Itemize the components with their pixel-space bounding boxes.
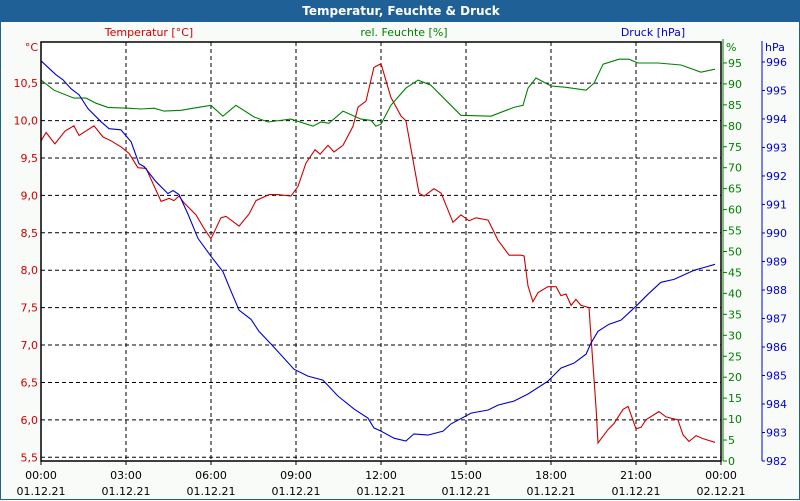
temperature-tick-label: 8,0 [21, 264, 39, 277]
x-tick-label-time: 18:00 [535, 469, 567, 482]
plot-border [40, 41, 722, 462]
pressure-tick-label: 994 [766, 113, 787, 126]
humidity-tick-label: 75 [728, 141, 742, 154]
temperature-tick-label: 10,5 [14, 77, 39, 90]
plot-area [41, 42, 721, 461]
temperature-tick-label: 5,5 [21, 451, 39, 464]
x-tick-label-date: 01.12.21 [17, 485, 66, 498]
legend-pressure: Druck [hPa] [621, 26, 685, 39]
pressure-tick-label: 990 [766, 227, 787, 240]
x-tick-label-date: 01.12.21 [102, 485, 151, 498]
pressure-tick-label: 988 [766, 284, 787, 297]
humidity-tick-label: 95 [728, 57, 742, 70]
pressure-tick-label: 982 [766, 455, 787, 468]
series-line-temperature [40, 62, 716, 445]
x-tick-label-time: 00:00 [705, 469, 737, 482]
temperature-tick-label: 8,5 [21, 227, 39, 240]
pressure-tick-label: 989 [766, 255, 787, 268]
x-tick-label-date: 01.12.21 [442, 485, 491, 498]
pressure-tick-label: 996 [766, 56, 787, 69]
humidity-tick-label: 0 [728, 455, 735, 468]
x-tick-label-date: 01.12.21 [527, 485, 576, 498]
humidity-tick-label: 85 [728, 99, 742, 112]
humidity-tick-label: 55 [728, 225, 742, 238]
temperature-unit-label: °C [25, 41, 39, 54]
humidity-tick-label: 80 [728, 120, 742, 133]
x-tick-label-date: 02.12.21 [697, 485, 746, 498]
humidity-tick-label: 10 [728, 413, 742, 426]
pressure-tick-label: 991 [766, 198, 787, 211]
x-tick-label-time: 21:00 [620, 469, 652, 482]
humidity-unit-label: % [726, 41, 736, 54]
humidity-tick-label: 40 [728, 287, 742, 300]
humidity-tick-label: 5 [728, 434, 735, 447]
humidity-tick-label: 30 [728, 329, 742, 342]
humidity-tick-label: 25 [728, 350, 742, 363]
pressure-unit-label: hPa [765, 41, 785, 54]
x-tick-label-time: 12:00 [365, 469, 397, 482]
temperature-tick-label: 9,5 [21, 152, 39, 165]
legend-temperature: Temperatur [°C] [104, 26, 193, 39]
humidity-tick-label: 90 [728, 78, 742, 91]
x-tick-label-date: 01.12.21 [612, 485, 661, 498]
pressure-tick-label: 984 [766, 398, 787, 411]
x-tick-label-time: 00:00 [25, 469, 57, 482]
x-tick-label-date: 01.12.21 [187, 485, 236, 498]
series-line-pressure [40, 60, 716, 442]
pressure-tick-label: 987 [766, 312, 787, 325]
pressure-tick-label: 995 [766, 84, 787, 97]
temperature-tick-label: 9,0 [21, 189, 39, 202]
humidity-tick-label: 65 [728, 183, 742, 196]
humidity-tick-label: 15 [728, 392, 742, 405]
x-tick-label-date: 01.12.21 [272, 485, 321, 498]
humidity-tick-label: 35 [728, 308, 742, 321]
x-tick-label-date: 01.12.21 [357, 485, 406, 498]
x-tick-label-time: 09:00 [280, 469, 312, 482]
temperature-tick-label: 10,0 [14, 115, 39, 128]
temperature-tick-label: 7,0 [21, 339, 39, 352]
series-line-humidity [40, 58, 716, 127]
humidity-tick-label: 70 [728, 162, 742, 175]
legend-humidity: rel. Feuchte [%] [360, 26, 447, 39]
pressure-tick-label: 993 [766, 141, 787, 154]
pressure-tick-label: 992 [766, 170, 787, 183]
humidity-tick-label: 20 [728, 371, 742, 384]
pressure-tick-label: 985 [766, 369, 787, 382]
chart-title: Temperatur, Feuchte & Druck [1, 1, 800, 22]
x-tick-label-time: 03:00 [110, 469, 142, 482]
temperature-tick-label: 7,5 [21, 302, 39, 315]
temperature-tick-label: 6,5 [21, 376, 39, 389]
humidity-tick-label: 45 [728, 266, 742, 279]
pressure-tick-label: 986 [766, 341, 787, 354]
x-tick-label-time: 15:00 [450, 469, 482, 482]
x-tick-label-time: 06:00 [195, 469, 227, 482]
humidity-tick-label: 50 [728, 246, 742, 259]
temperature-tick-label: 6,0 [21, 414, 39, 427]
humidity-tick-label: 60 [728, 204, 742, 217]
pressure-tick-label: 983 [766, 426, 787, 439]
